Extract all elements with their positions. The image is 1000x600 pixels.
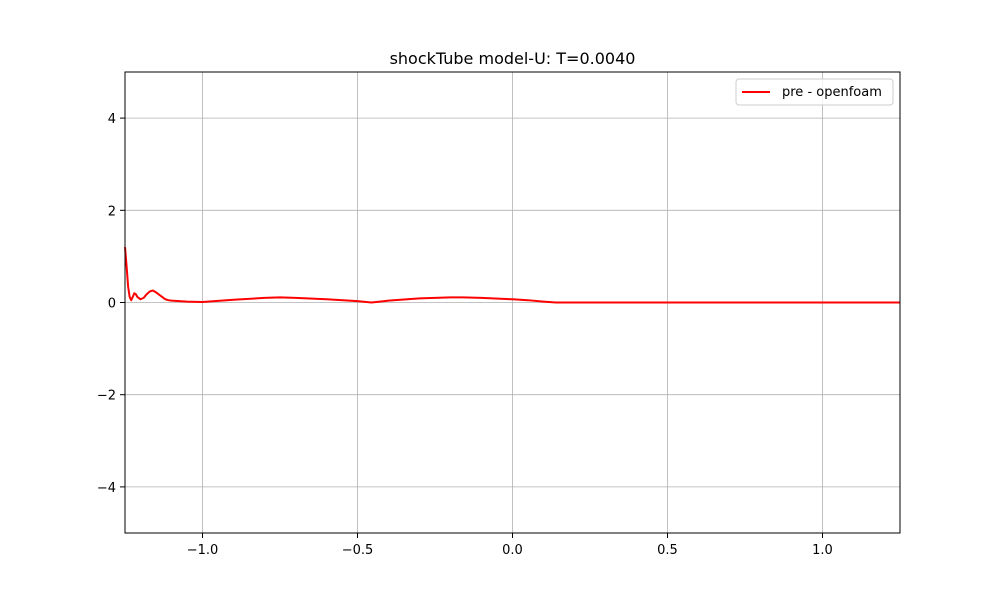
x-tick-label: −1.0 — [187, 543, 219, 558]
y-tick-label: 2 — [108, 204, 116, 219]
legend-box — [735, 78, 894, 106]
ticks: −1.0 −0.5 0.0 0.5 1.0 −4 −2 0 2 4 — [97, 112, 833, 558]
chart-title: shockTube model-U: T=0.0040 — [390, 49, 636, 68]
y-tick-label: −4 — [97, 481, 116, 496]
x-tick-label: 1.0 — [812, 543, 833, 558]
series-layer — [124, 247, 900, 304]
y-tick-label: 4 — [108, 112, 116, 127]
y-tick-label: 0 — [108, 297, 116, 312]
legend-label: pre - openfoam — [782, 85, 882, 100]
legend: pre - openfoam — [735, 78, 894, 106]
x-tick-label: 0.0 — [502, 543, 523, 558]
y-tick-label: −2 — [97, 389, 116, 404]
series-line-pre-openfoam — [124, 247, 900, 304]
x-tick-label: −0.5 — [342, 543, 374, 558]
x-tick-label: 0.5 — [657, 543, 678, 558]
